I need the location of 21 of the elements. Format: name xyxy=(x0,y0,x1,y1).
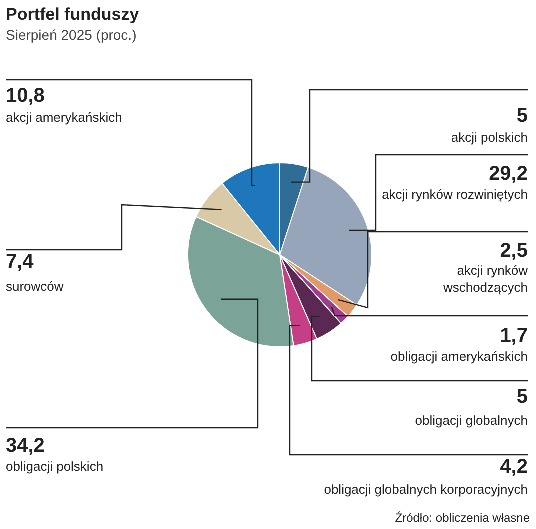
data-label: 4,2 xyxy=(500,456,528,478)
data-label: 34,2 xyxy=(6,435,45,457)
data-label: 1,7 xyxy=(500,325,528,347)
slice-label: obligacji amerykańskich xyxy=(390,349,528,364)
data-label: 5 xyxy=(516,105,528,127)
slice-label: akcji polskich xyxy=(451,130,528,145)
chart-title: Portfel funduszy xyxy=(6,5,140,24)
data-label: 7,4 xyxy=(6,251,35,273)
data-label: 29,2 xyxy=(489,163,528,185)
slice-label: akcji rynków rozwiniętych xyxy=(382,187,528,202)
slice-label: akcji amerykańskich xyxy=(6,110,122,125)
data-label: 10,8 xyxy=(6,85,45,107)
data-label: 5 xyxy=(516,386,528,408)
slice-label: obligacji polskich xyxy=(6,459,104,474)
slice-label: akcji rynków wschodzących xyxy=(442,263,529,295)
text: Źródło: obliczenia własne xyxy=(395,511,530,525)
slice-label: obligacji globalnych korporacyjnych xyxy=(324,482,528,497)
data-label: 2,5 xyxy=(500,240,528,262)
chart-subtitle: Sierpień 2025 (proc.) xyxy=(6,27,137,43)
slice-label: surowców xyxy=(6,279,64,294)
slice-label: obligacji globalnych xyxy=(415,413,528,428)
